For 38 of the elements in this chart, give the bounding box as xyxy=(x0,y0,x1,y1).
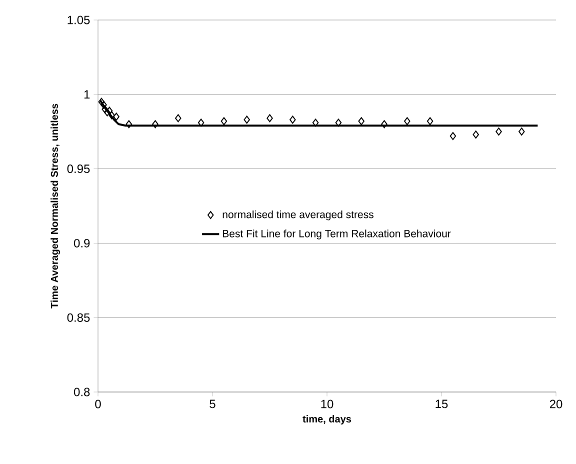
point xyxy=(113,112,120,121)
point xyxy=(472,130,479,139)
y-tick-label: 1.05 xyxy=(68,16,90,24)
point xyxy=(152,120,158,128)
point xyxy=(312,118,319,127)
point xyxy=(126,120,132,128)
y-tick-label: 0.85 xyxy=(67,313,90,322)
point xyxy=(518,128,525,136)
y-tick-label: 0.95 xyxy=(67,164,90,174)
point xyxy=(335,118,342,127)
point xyxy=(100,100,107,109)
x-tick-label: 10 xyxy=(321,400,334,408)
point xyxy=(104,108,110,116)
x-tick-label: 5 xyxy=(210,400,216,408)
x-tick-label: 0 xyxy=(95,400,101,408)
legend-label: Best Fit Line for Long Term Relaxation Behaviour xyxy=(223,230,451,240)
point xyxy=(381,120,388,128)
x-axis-title: time, days xyxy=(302,415,352,424)
x-tick-label: 20 xyxy=(550,400,562,408)
point xyxy=(108,111,115,120)
point xyxy=(450,132,456,140)
x-tick-label: 15 xyxy=(436,400,448,408)
y-tick-label: 1 xyxy=(84,90,90,99)
point xyxy=(358,117,364,126)
point xyxy=(175,114,182,122)
point xyxy=(266,114,273,122)
point xyxy=(426,117,434,126)
point xyxy=(244,116,250,124)
y-axis-title: Time Averaged Normalised Stress, unitless xyxy=(50,104,60,308)
point xyxy=(404,117,410,126)
point xyxy=(290,116,296,124)
y-tick-label: 0.8 xyxy=(74,388,90,396)
point xyxy=(102,105,108,114)
point xyxy=(198,118,204,127)
point xyxy=(220,117,228,126)
legend-label: normalised time averaged stress xyxy=(222,210,374,220)
point xyxy=(496,128,502,136)
y-tick-label: 0.9 xyxy=(74,238,90,248)
